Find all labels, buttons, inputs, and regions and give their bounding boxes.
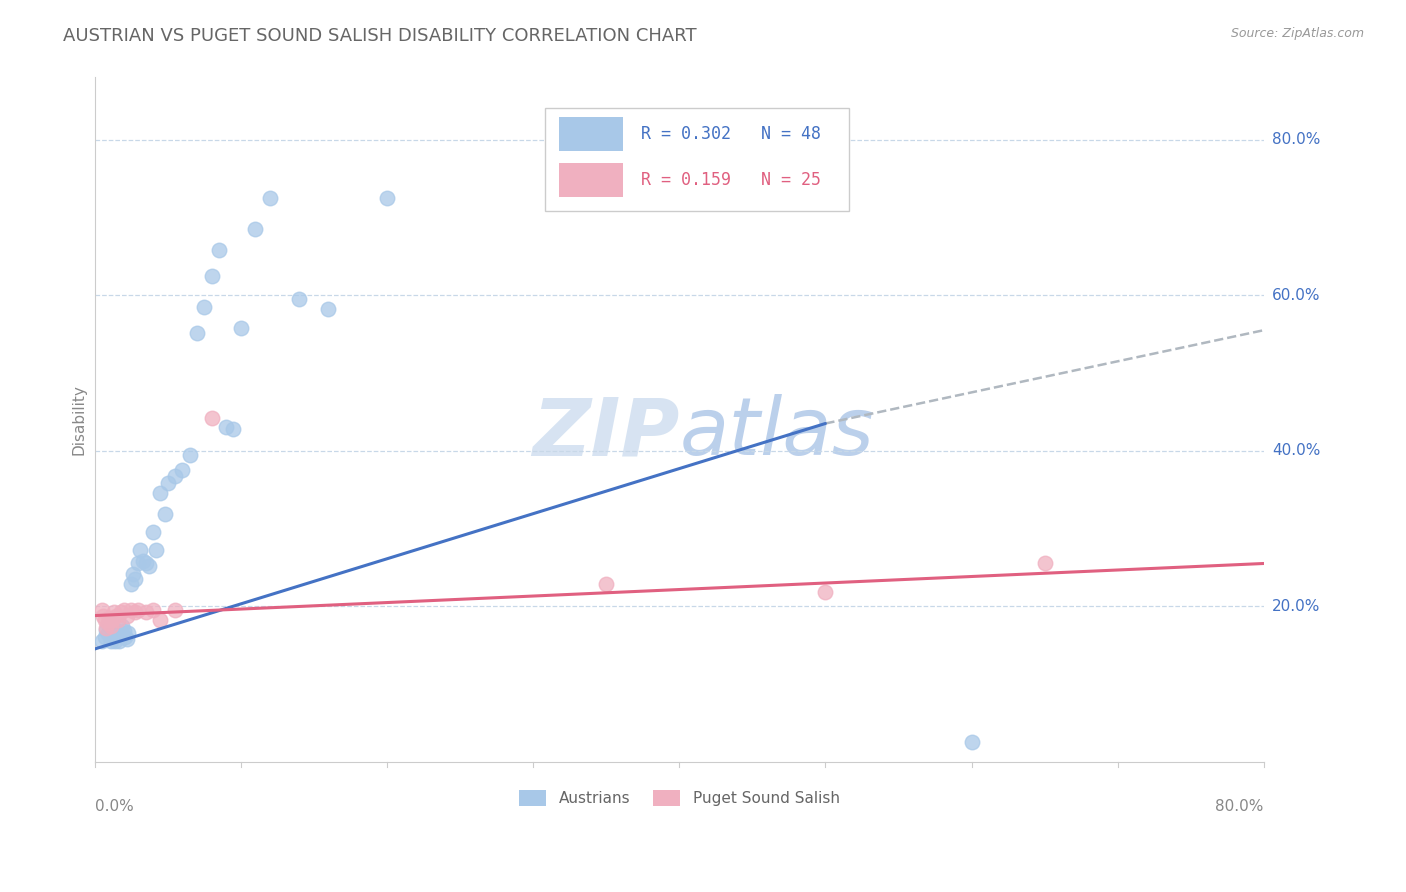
Text: 40.0%: 40.0% — [1272, 443, 1320, 458]
Point — [208, 243, 231, 257]
Point — [163, 603, 186, 617]
Point — [215, 420, 238, 434]
FancyBboxPatch shape — [558, 163, 623, 197]
Point — [127, 557, 149, 571]
Point — [115, 632, 138, 646]
Point — [103, 606, 125, 620]
Point — [94, 613, 117, 627]
Point — [172, 463, 194, 477]
Point — [132, 554, 155, 568]
Point — [128, 543, 150, 558]
Point — [120, 577, 142, 591]
FancyBboxPatch shape — [558, 117, 623, 152]
Point — [100, 634, 122, 648]
Point — [112, 603, 135, 617]
Point — [149, 613, 172, 627]
Point — [127, 603, 149, 617]
Text: 80.0%: 80.0% — [1272, 132, 1320, 147]
Text: R = 0.302   N = 48: R = 0.302 N = 48 — [641, 125, 821, 144]
Point — [96, 621, 118, 635]
Point — [960, 735, 983, 749]
Point — [110, 606, 132, 620]
Text: AUSTRIAN VS PUGET SOUND SALISH DISABILITY CORRELATION CHART: AUSTRIAN VS PUGET SOUND SALISH DISABILIT… — [63, 27, 697, 45]
Point — [120, 603, 142, 617]
Point — [200, 268, 222, 283]
Point — [1033, 557, 1056, 571]
Point — [135, 606, 157, 620]
Point — [222, 422, 245, 436]
Point — [104, 634, 127, 648]
Point — [98, 618, 121, 632]
Point — [93, 608, 115, 623]
Point — [229, 321, 252, 335]
Point — [100, 618, 122, 632]
Point — [107, 624, 129, 639]
Point — [112, 624, 135, 639]
Point — [90, 634, 112, 648]
Point — [94, 631, 117, 645]
Point — [156, 476, 179, 491]
FancyBboxPatch shape — [544, 108, 849, 211]
Point — [245, 222, 267, 236]
Point — [375, 191, 398, 205]
Point — [259, 191, 281, 205]
Point — [163, 468, 186, 483]
Point — [814, 585, 837, 599]
Point — [105, 608, 128, 623]
Point — [105, 629, 128, 643]
Point — [149, 486, 172, 500]
Point — [138, 558, 160, 573]
Point — [96, 623, 118, 637]
Point — [142, 603, 165, 617]
Point — [153, 508, 176, 522]
Point — [121, 566, 143, 581]
Point — [98, 615, 121, 629]
Point — [108, 634, 131, 648]
Text: 20.0%: 20.0% — [1272, 599, 1320, 614]
Point — [98, 611, 121, 625]
Point — [135, 557, 157, 571]
Text: ZIP: ZIP — [531, 394, 679, 472]
Point — [145, 543, 167, 558]
Point — [288, 292, 311, 306]
Point — [124, 572, 146, 586]
Point — [595, 577, 617, 591]
Point — [103, 626, 125, 640]
Point — [97, 626, 120, 640]
Point — [200, 411, 222, 425]
Text: atlas: atlas — [679, 394, 875, 472]
Point — [124, 606, 146, 620]
Point — [114, 631, 136, 645]
Point — [193, 300, 215, 314]
Text: R = 0.159   N = 25: R = 0.159 N = 25 — [641, 171, 821, 189]
Y-axis label: Disability: Disability — [72, 384, 86, 455]
Point — [318, 302, 340, 317]
Text: 60.0%: 60.0% — [1272, 288, 1320, 302]
Point — [101, 624, 124, 639]
Point — [97, 616, 120, 631]
Point — [110, 626, 132, 640]
Text: Source: ZipAtlas.com: Source: ZipAtlas.com — [1230, 27, 1364, 40]
Point — [107, 613, 129, 627]
Point — [101, 613, 124, 627]
Point — [90, 603, 112, 617]
Point — [115, 608, 138, 623]
Point — [179, 448, 201, 462]
Point — [142, 525, 165, 540]
Point — [186, 326, 208, 340]
Point — [111, 618, 134, 632]
Point — [117, 626, 139, 640]
Legend: Austrians, Puget Sound Salish: Austrians, Puget Sound Salish — [513, 784, 846, 813]
Text: 80.0%: 80.0% — [1216, 799, 1264, 814]
Text: 0.0%: 0.0% — [94, 799, 134, 814]
